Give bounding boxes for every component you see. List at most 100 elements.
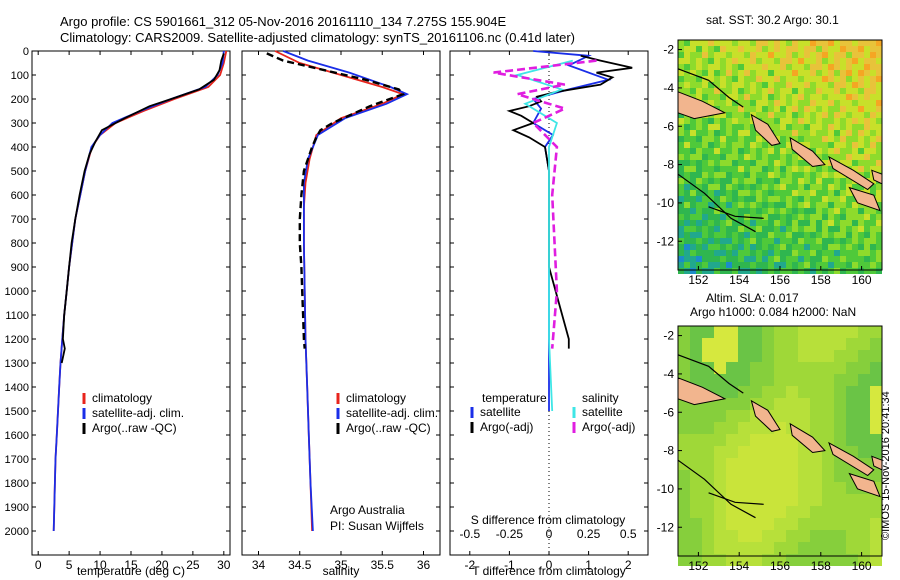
map-cell [726, 518, 738, 530]
map-cell [738, 458, 750, 470]
coastline [708, 492, 764, 505]
map-cell [870, 154, 876, 160]
map-cell [762, 518, 774, 530]
map-cell [696, 154, 702, 160]
map-cell [702, 130, 708, 136]
map-cell [738, 178, 744, 184]
map-cell [792, 52, 798, 58]
map-cell [708, 76, 714, 82]
map-cell [792, 124, 798, 130]
map-cell [792, 76, 798, 82]
map-cell [810, 458, 822, 470]
map-cell [750, 244, 756, 250]
map-cell [750, 554, 762, 566]
map-cell [876, 208, 882, 214]
map-cell [732, 40, 738, 46]
map-cell [810, 190, 816, 196]
map-cell [816, 268, 822, 274]
map-cell [864, 64, 870, 70]
map-cell [870, 112, 876, 118]
map-y-tick-label: -12 [657, 234, 675, 248]
map-cell [786, 542, 798, 554]
map-cell [690, 226, 696, 232]
title-line-2: Climatology: CARS2009. Satellite-adjuste… [60, 30, 575, 45]
map-cell [846, 58, 852, 64]
map-cell [720, 88, 726, 94]
map-cell [750, 434, 762, 446]
map-cell [864, 172, 870, 178]
map-cell [714, 434, 726, 446]
map-cell [828, 202, 834, 208]
map-cell [870, 148, 876, 154]
map-cell [852, 46, 858, 52]
map-cell [870, 124, 876, 130]
map-cell [696, 256, 702, 262]
map-cell [822, 542, 834, 554]
map-cell [858, 40, 864, 46]
map-cell [804, 76, 810, 82]
map-cell [708, 70, 714, 76]
map-cell [846, 422, 858, 434]
map-cell [858, 52, 864, 58]
map-cell [810, 196, 816, 202]
map-cell [828, 94, 834, 100]
map-cell [690, 160, 696, 166]
map-cell [738, 166, 744, 172]
map-cell [852, 208, 858, 214]
map-cell [750, 160, 756, 166]
map-cell [768, 238, 774, 244]
map-cell [744, 232, 750, 238]
map-cell [834, 178, 840, 184]
map-cell [690, 494, 702, 506]
map-cell [876, 184, 882, 190]
map-cell [816, 82, 822, 88]
map-cell [702, 238, 708, 244]
map-cell [828, 148, 834, 154]
map-cell [732, 262, 738, 268]
map-cell [786, 208, 792, 214]
map-cell [768, 82, 774, 88]
map-cell [690, 118, 696, 124]
series-line-argo-raw-qc- [60, 53, 225, 364]
series-line-s-satellite [514, 59, 574, 412]
map-cell [804, 244, 810, 250]
map-cell [786, 46, 792, 52]
map-cell [792, 112, 798, 118]
map-cell [852, 238, 858, 244]
map-cell [816, 40, 822, 46]
map-cell [738, 362, 750, 374]
map-cell [696, 160, 702, 166]
map-cell [738, 386, 750, 398]
map-cell [828, 40, 834, 46]
map-cell [834, 238, 840, 244]
map-cell [684, 190, 690, 196]
map-cell [744, 238, 750, 244]
map-cell [840, 136, 846, 142]
map-x-tick-label: 156 [770, 273, 790, 287]
map-cell [810, 250, 816, 256]
map-cell [738, 398, 750, 410]
map-cell [786, 250, 792, 256]
map-cell [774, 494, 786, 506]
map-cell [732, 166, 738, 172]
map-cell [876, 136, 882, 142]
map-cell [846, 220, 852, 226]
map-cell [744, 208, 750, 214]
map-cell [846, 238, 852, 244]
map-cell [774, 250, 780, 256]
map-cell [864, 76, 870, 82]
map-cell [768, 148, 774, 154]
map-cell [756, 154, 762, 160]
map-cell [762, 196, 768, 202]
map-cell [714, 70, 720, 76]
map-cell [774, 142, 780, 148]
map-cell [702, 250, 708, 256]
legend-label: Argo(-adj) [582, 420, 635, 434]
map-cell [714, 154, 720, 160]
map-cell [696, 202, 702, 208]
map-cell [864, 262, 870, 268]
map-cell [768, 202, 774, 208]
map-cell [732, 172, 738, 178]
map-cell [864, 214, 870, 220]
map-cell [750, 518, 762, 530]
